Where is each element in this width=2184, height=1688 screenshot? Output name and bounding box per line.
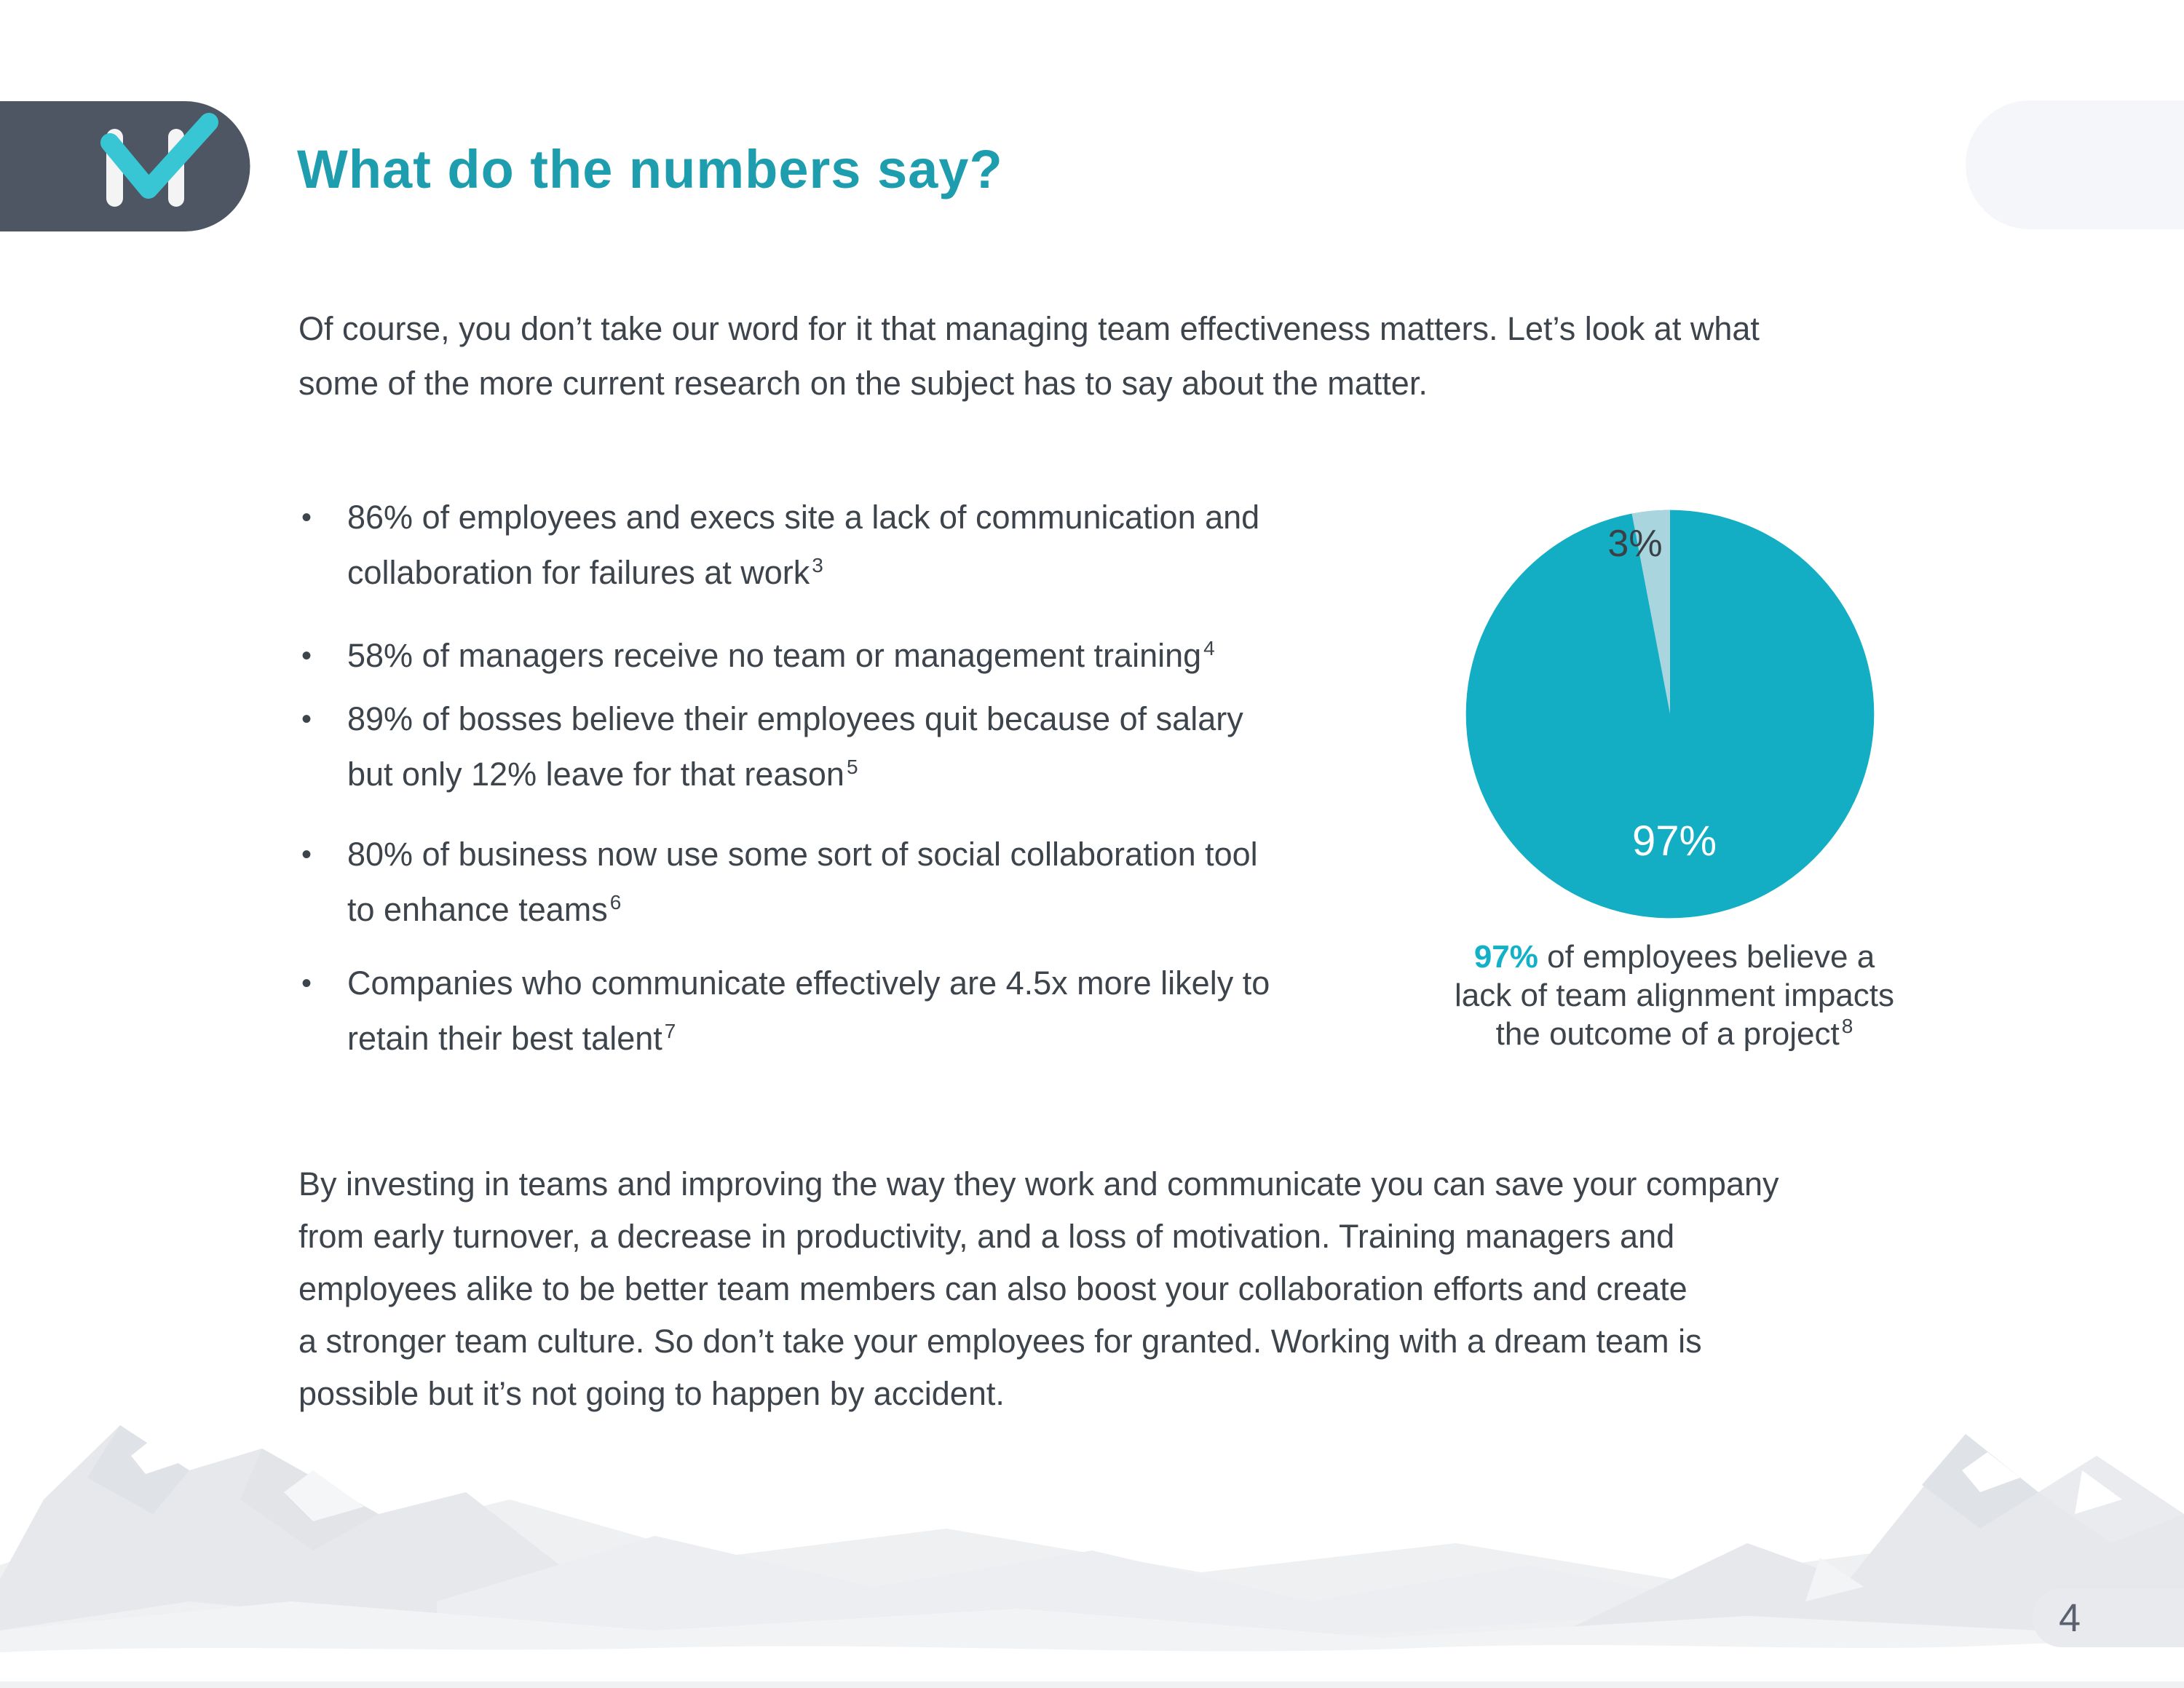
footnote-ref: 8 (1841, 1015, 1853, 1038)
stat-item-retention: • Companies who communicate effectively … (301, 956, 1270, 1066)
header-accent-pill (1966, 100, 2184, 229)
stat-text: 80% of business now use some sort of soc… (347, 827, 1258, 938)
caption-line-text: of employees believe a (1538, 939, 1875, 975)
snow-patch (1805, 1558, 1864, 1601)
closing-line: possible but it’s not going to happen by… (298, 1375, 1005, 1412)
stat-line: collaboration for failures at work 3 (347, 545, 1259, 601)
stat-text: 89% of bosses believe their employees qu… (347, 692, 1243, 802)
pie-slice-97 (1465, 510, 1875, 919)
stat-line: 58% of managers receive no team or manag… (347, 628, 1215, 683)
stat-text: Companies who communicate effectively ar… (347, 956, 1270, 1066)
caption-percentage: 97% (1473, 939, 1538, 975)
intro-line: some of the more current research on the… (298, 365, 1428, 402)
bullet-icon: • (301, 502, 312, 534)
bottom-edge-strip (0, 1681, 2184, 1688)
pie-slice-3 (1631, 510, 1670, 714)
logo (0, 101, 250, 231)
logo-graphic (0, 101, 250, 231)
stat-line: but only 12% leave for that reason 5 (347, 747, 1243, 802)
stat-line: Companies who communicate effectively ar… (347, 964, 1270, 1002)
stat-line: 86% of employees and execs site a lack o… (347, 499, 1260, 536)
page-number: 4 (2059, 1596, 2081, 1640)
snow-patch (2075, 1470, 2122, 1514)
bullet-icon: • (301, 703, 312, 735)
mountain-left-facet (87, 1425, 189, 1514)
stat-item-communication: • 86% of employees and execs site a lack… (301, 490, 1259, 601)
stat-item-collaboration-tool: • 80% of business now use some sort of s… (301, 827, 1258, 938)
stat-line-text: retain their best talent (347, 1020, 662, 1057)
pie-caption: 97% of employees believe a lack of team … (1438, 938, 1911, 1053)
caption-line-text: the outcome of a project (1495, 1016, 1840, 1052)
stat-line: 89% of bosses believe their employees qu… (347, 700, 1243, 737)
footnote-ref: 7 (664, 1020, 676, 1042)
stat-item-training: • 58% of managers receive no team or man… (301, 628, 1215, 683)
footnote-ref: 3 (812, 554, 823, 576)
pie-chart-graphic (1465, 510, 1875, 919)
stat-text: 86% of employees and execs site a lack o… (347, 490, 1259, 601)
snow-patch (284, 1470, 364, 1521)
stat-line: retain their best talent 7 (347, 1011, 1270, 1066)
intro-paragraph: Of course, you don’t take our word for i… (298, 301, 1760, 411)
mountain-mid-ridge (437, 1536, 1747, 1652)
snow-wave-bottom (0, 1641, 2184, 1688)
footnote-ref: 5 (846, 756, 858, 778)
snow-patch (131, 1441, 178, 1474)
closing-paragraph: By investing in teams and improving the … (298, 1158, 1779, 1420)
page-title: What do the numbers say? (297, 139, 1003, 199)
logo-checkmark-icon (100, 113, 218, 199)
bullet-icon: • (301, 640, 312, 672)
stat-line-text: to enhance teams (347, 891, 608, 928)
stat-line-text: collaboration for failures at work (347, 554, 810, 591)
stat-text: 58% of managers receive no team or manag… (347, 628, 1215, 683)
pie-chart (1459, 503, 1881, 925)
closing-line: By investing in teams and improving the … (298, 1165, 1779, 1202)
stat-item-salary: • 89% of bosses believe their employees … (301, 692, 1243, 802)
bullet-icon: • (301, 967, 312, 999)
caption-line: lack of team alignment impacts (1454, 978, 1895, 1013)
stat-line: 80% of business now use some sort of soc… (347, 836, 1258, 873)
closing-line: from early turnover, a decrease in produ… (298, 1218, 1675, 1255)
snow-patch (1962, 1452, 2020, 1492)
page-number-pill: 4 (2033, 1588, 2184, 1647)
stat-line-text: but only 12% leave for that reason (347, 756, 844, 793)
footnote-ref: 4 (1203, 637, 1215, 659)
footnote-ref: 6 (609, 891, 622, 914)
intro-line: Of course, you don’t take our word for i… (298, 310, 1760, 347)
bullet-icon: • (301, 839, 312, 871)
closing-line: employees alike to be better team member… (298, 1270, 1688, 1307)
caption-line: the outcome of a project 8 (1438, 1015, 1911, 1053)
stat-line: to enhance teams 6 (347, 882, 1258, 938)
pie-label-3: 3% (1607, 523, 1663, 565)
stat-line-text: 58% of managers receive no team or manag… (347, 637, 1202, 674)
caption-line: 97% of employees believe a (1438, 938, 1911, 976)
pie-label-97: 97% (1631, 817, 1717, 865)
closing-line: a stronger team culture. So don’t take y… (298, 1323, 1702, 1360)
mountains-graphic (0, 1425, 2184, 1688)
